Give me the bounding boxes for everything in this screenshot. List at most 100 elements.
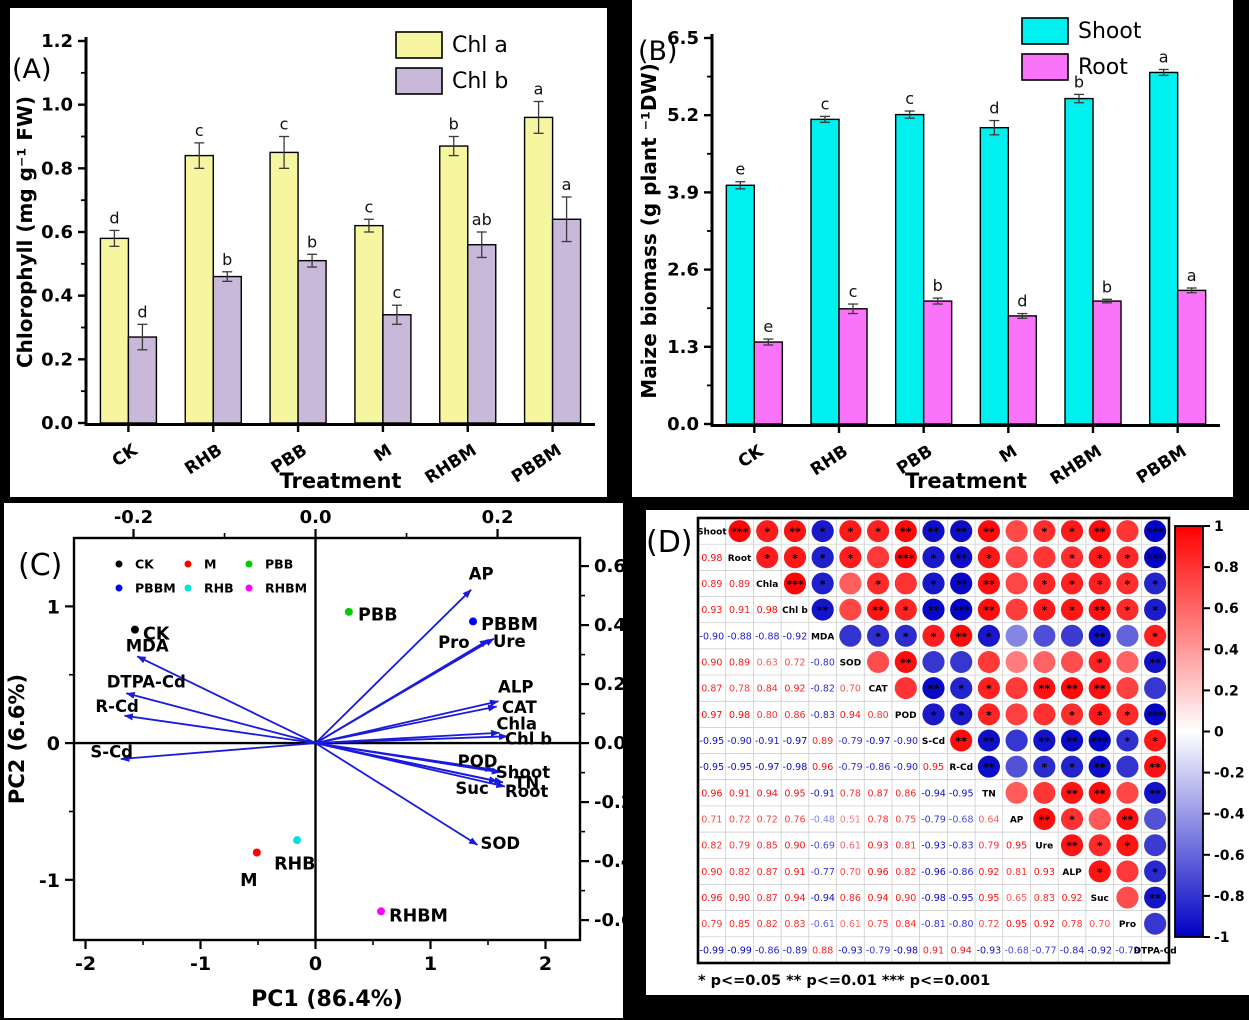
sig-letter: a	[1187, 266, 1197, 285]
loading-x-tick-label: 0.2	[482, 507, 514, 528]
sig-letter: c	[195, 121, 204, 140]
corr-ellipse	[1033, 729, 1056, 752]
corr-ellipse	[839, 546, 862, 569]
loading-arrow-DTPA-Cd	[125, 692, 316, 744]
sig-stars: ***	[1091, 735, 1109, 748]
sig-stars: *	[1125, 604, 1131, 617]
sig-stars: *	[1097, 866, 1103, 879]
y-tick-label: 0.8	[41, 158, 73, 179]
y-tick-label: 0.0	[41, 413, 73, 434]
bar-Root-RHB	[838, 308, 868, 425]
corr-ellipse	[1005, 572, 1028, 595]
sig-stars: **	[1094, 787, 1106, 800]
pc1-tick-label: 0	[309, 953, 322, 975]
sig-stars: **	[872, 604, 884, 617]
sig-stars: **	[928, 683, 940, 696]
x-axis-title: PC1 (86.4%)	[251, 987, 403, 1012]
var-label-ALP: ALP	[1062, 868, 1082, 878]
sig-stars: **	[1149, 892, 1161, 905]
sig-stars: *	[1069, 814, 1075, 827]
y-tick-label: 0.2	[41, 349, 73, 370]
corr-value: -0.79	[1115, 945, 1140, 956]
bar-Shoot-PBBM	[1148, 71, 1179, 425]
corr-value: 0.93	[868, 841, 889, 852]
loading-label-AP: AP	[469, 564, 494, 583]
corr-value: 0.89	[812, 736, 833, 747]
corr-ellipse	[922, 572, 945, 595]
corr-value: 0.82	[895, 867, 916, 878]
corr-ellipse	[1005, 650, 1028, 673]
sig-stars: **	[900, 526, 912, 539]
plot-area: 0.00.20.40.60.81.01.2CKddRHBcbPBBcbMccRH…	[41, 31, 595, 488]
sig-stars: *	[1097, 578, 1103, 591]
y-tick-label: 0.0	[667, 414, 699, 435]
corr-value: -0.79	[838, 762, 863, 773]
corr-value: 0.82	[757, 919, 778, 930]
sig-stars: *	[1125, 735, 1131, 748]
corr-ellipse	[894, 598, 917, 621]
bar-Chl a-PBBM	[523, 116, 554, 424]
corr-value: 0.83	[1034, 893, 1055, 904]
corr-value: 0.71	[701, 815, 722, 826]
legend-swatch-Root	[1021, 53, 1069, 81]
corr-value: 0.72	[729, 815, 750, 826]
y-tick-label: 1.3	[667, 337, 699, 358]
corr-value: -0.68	[949, 815, 974, 826]
corr-value: 0.92	[1034, 919, 1055, 930]
loading-y-tick-label: 0.2	[594, 674, 623, 695]
corr-ellipse	[783, 546, 807, 569]
corr-value: 0.91	[729, 605, 750, 616]
corr-ellipse	[922, 624, 945, 647]
corr-value: -0.80	[810, 657, 835, 668]
score-point-PBBM	[469, 617, 478, 626]
corr-ellipse	[1060, 572, 1084, 595]
corr-value: -0.77	[1032, 945, 1057, 956]
corr-value: 0.82	[729, 867, 750, 878]
y-tick-label: 5.2	[667, 105, 699, 126]
sig-stars: *	[986, 709, 992, 722]
sig-stars: *	[1069, 578, 1075, 591]
corr-value: 0.85	[729, 919, 750, 930]
var-label-SOD: SOD	[840, 658, 862, 668]
var-label-Shoot: Shoot	[697, 528, 727, 538]
corr-value: -0.92	[783, 631, 808, 642]
loading-arrow-Pro	[315, 639, 489, 744]
corr-ellipse	[1088, 598, 1111, 621]
legend-label-M: M	[204, 557, 216, 572]
corr-ellipse	[1060, 520, 1084, 543]
sig-stars: **	[928, 526, 940, 539]
corr-value: 0.93	[701, 605, 722, 616]
loading-arrow-MDA	[136, 655, 316, 744]
corr-ellipse	[950, 677, 973, 700]
loading-label-SOD: SOD	[480, 834, 520, 853]
sig-stars: *	[875, 526, 881, 539]
sig-stars: **	[1122, 814, 1134, 827]
corr-value: -0.98	[921, 893, 946, 904]
corr-value: 0.65	[1006, 893, 1027, 904]
loading-arrow-Chl b	[315, 733, 509, 745]
corr-value: -0.91	[810, 788, 835, 799]
corr-ellipse	[1144, 808, 1167, 831]
corr-ellipse	[894, 650, 917, 673]
corr-value: 0.86	[840, 893, 861, 904]
loading-label-Pro: Pro	[438, 633, 470, 652]
loading-label-Suc: Suc	[455, 779, 488, 798]
corr-ellipse	[1116, 808, 1139, 831]
x-tick-label: RHBM	[422, 440, 481, 488]
sig-stars: **	[1094, 630, 1106, 643]
corr-ellipse	[1116, 860, 1139, 883]
corr-value: 0.72	[784, 657, 805, 668]
corr-value: -0.88	[727, 631, 752, 642]
corr-ellipse	[811, 598, 834, 621]
corr-value: 0.63	[757, 657, 778, 668]
corr-value: 0.94	[951, 945, 972, 956]
y-tick-label: 0.6	[41, 222, 73, 243]
sig-letter: b	[1102, 277, 1112, 296]
sig-stars: ***	[953, 604, 971, 617]
loading-arrow-CAT	[315, 704, 498, 744]
sig-letter: b	[449, 115, 459, 134]
corr-ellipse	[977, 729, 1000, 752]
panel-label: (C)	[18, 548, 62, 583]
corr-value: -0.77	[810, 867, 835, 878]
corr-ellipse	[1116, 598, 1139, 621]
